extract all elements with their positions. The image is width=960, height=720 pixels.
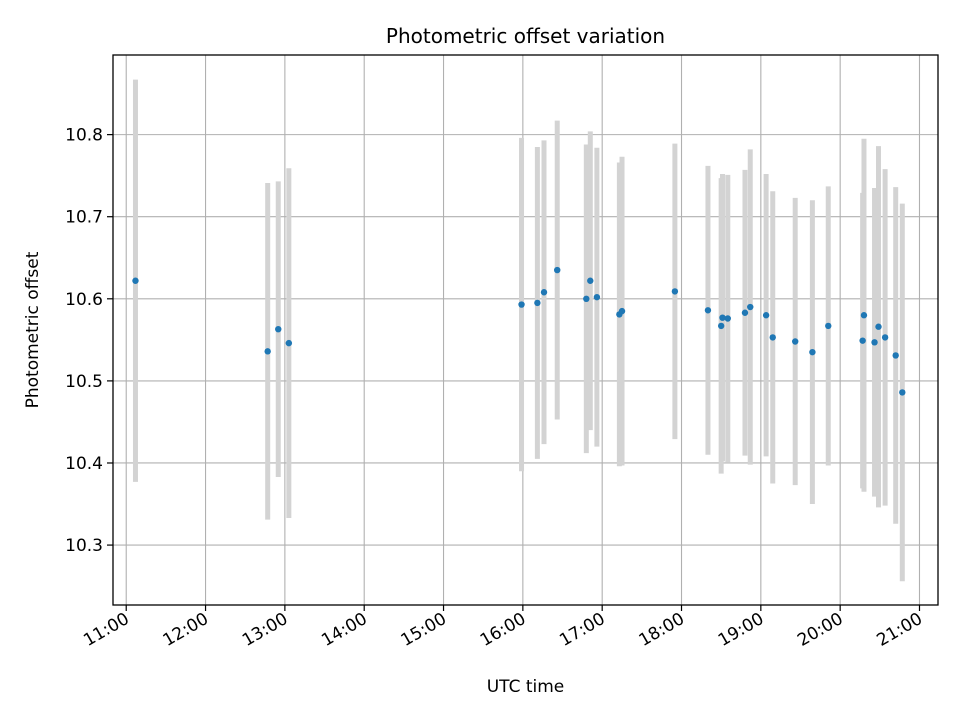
y-tick-label: 10.5 <box>65 372 103 392</box>
data-point <box>769 334 776 341</box>
data-point <box>825 322 832 330</box>
data-point <box>719 314 726 321</box>
data-point <box>132 277 139 284</box>
data-point <box>860 312 868 319</box>
y-axis-ticks: 10.3 10.4 10.5 10.6 10.7 10.8 <box>65 126 113 556</box>
data-point <box>747 303 754 311</box>
data-point <box>859 337 866 344</box>
plot-frame <box>112 54 939 606</box>
y-tick-label: 10.4 <box>65 454 103 474</box>
x-axis-title: UTC time <box>487 677 565 697</box>
data-point <box>264 348 271 355</box>
data-point <box>871 339 878 346</box>
data-point <box>724 315 731 322</box>
data-point <box>285 339 293 347</box>
data-point <box>587 277 594 284</box>
y-tick-label: 10.7 <box>65 208 103 228</box>
data-points <box>132 266 906 396</box>
data-point <box>704 307 712 314</box>
data-point <box>762 312 770 319</box>
data-point <box>875 323 882 330</box>
data-point <box>717 322 725 330</box>
data-point <box>275 325 282 333</box>
y-tick-label: 10.8 <box>65 126 103 146</box>
chart-title: Photometric offset variation <box>386 24 665 48</box>
data-point <box>540 289 548 296</box>
data-point <box>741 309 749 316</box>
data-point <box>554 266 561 274</box>
y-tick-label: 10.6 <box>65 290 103 310</box>
data-point <box>792 338 799 345</box>
data-point <box>593 293 601 301</box>
data-point <box>892 352 899 359</box>
data-point <box>534 299 541 307</box>
data-point <box>618 307 626 315</box>
y-tick-label: 10.3 <box>65 536 103 556</box>
data-point <box>518 301 525 308</box>
data-point <box>671 288 679 295</box>
data-point <box>881 334 889 341</box>
data-point <box>809 348 816 356</box>
data-point <box>583 295 590 303</box>
y-axis-title: Photometric offset <box>23 251 43 408</box>
data-point <box>899 389 906 396</box>
